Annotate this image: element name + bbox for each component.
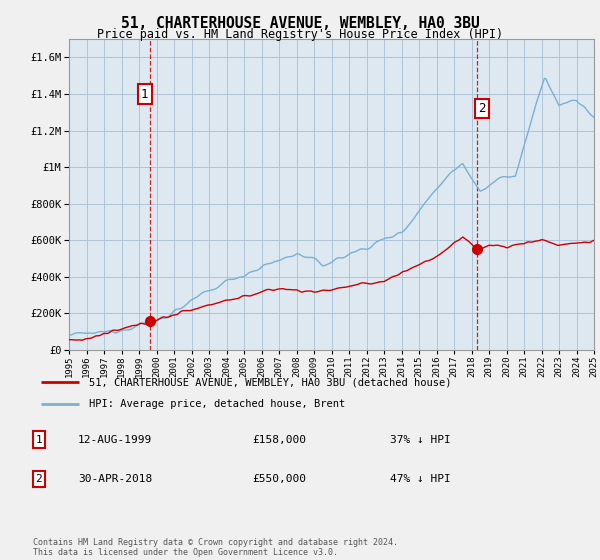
Text: £550,000: £550,000 [252, 474, 306, 484]
Text: 37% ↓ HPI: 37% ↓ HPI [390, 435, 451, 445]
Text: 47% ↓ HPI: 47% ↓ HPI [390, 474, 451, 484]
Text: 51, CHARTERHOUSE AVENUE, WEMBLEY, HA0 3BU (detached house): 51, CHARTERHOUSE AVENUE, WEMBLEY, HA0 3B… [89, 377, 452, 388]
Text: Price paid vs. HM Land Registry's House Price Index (HPI): Price paid vs. HM Land Registry's House … [97, 28, 503, 41]
Text: £158,000: £158,000 [252, 435, 306, 445]
Text: 2: 2 [478, 102, 485, 115]
Text: HPI: Average price, detached house, Brent: HPI: Average price, detached house, Bren… [89, 399, 346, 409]
Text: 12-AUG-1999: 12-AUG-1999 [78, 435, 152, 445]
Text: 51, CHARTERHOUSE AVENUE, WEMBLEY, HA0 3BU: 51, CHARTERHOUSE AVENUE, WEMBLEY, HA0 3B… [121, 16, 479, 31]
Text: 1: 1 [141, 87, 148, 101]
Text: 2: 2 [35, 474, 43, 484]
Text: 30-APR-2018: 30-APR-2018 [78, 474, 152, 484]
Text: 1: 1 [35, 435, 43, 445]
Text: Contains HM Land Registry data © Crown copyright and database right 2024.
This d: Contains HM Land Registry data © Crown c… [33, 538, 398, 557]
